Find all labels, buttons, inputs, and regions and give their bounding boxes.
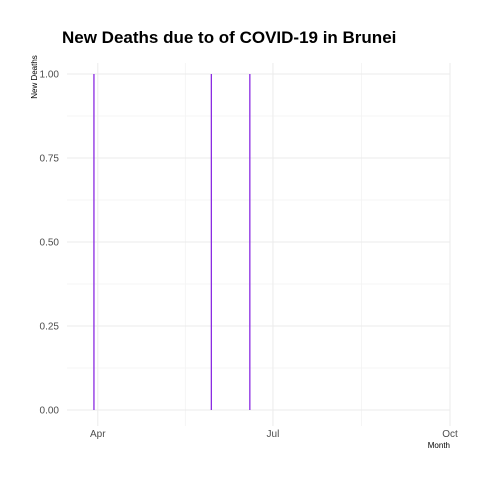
- grid: [67, 63, 451, 426]
- y-tick-label: 1.00: [40, 70, 60, 81]
- y-tick-label: 0.75: [40, 154, 60, 165]
- bars: [93, 74, 251, 410]
- x-tick-label: Jul: [267, 429, 280, 440]
- y-axis-ticks: 0.00 0.25 0.50 0.75 1.00: [40, 70, 60, 417]
- x-tick-label: Apr: [90, 429, 106, 440]
- y-tick-label: 0.50: [40, 238, 60, 249]
- x-axis-ticks: Apr Jul Oct: [90, 429, 458, 440]
- y-tick-label: 0.25: [40, 322, 60, 333]
- y-axis-title: New Deaths: [30, 55, 39, 99]
- chart-title: New Deaths due to of COVID-19 in Brunei: [62, 28, 396, 47]
- x-tick-label: Oct: [442, 429, 458, 440]
- y-tick-label: 0.00: [40, 406, 60, 417]
- x-axis-title: Month: [428, 441, 450, 450]
